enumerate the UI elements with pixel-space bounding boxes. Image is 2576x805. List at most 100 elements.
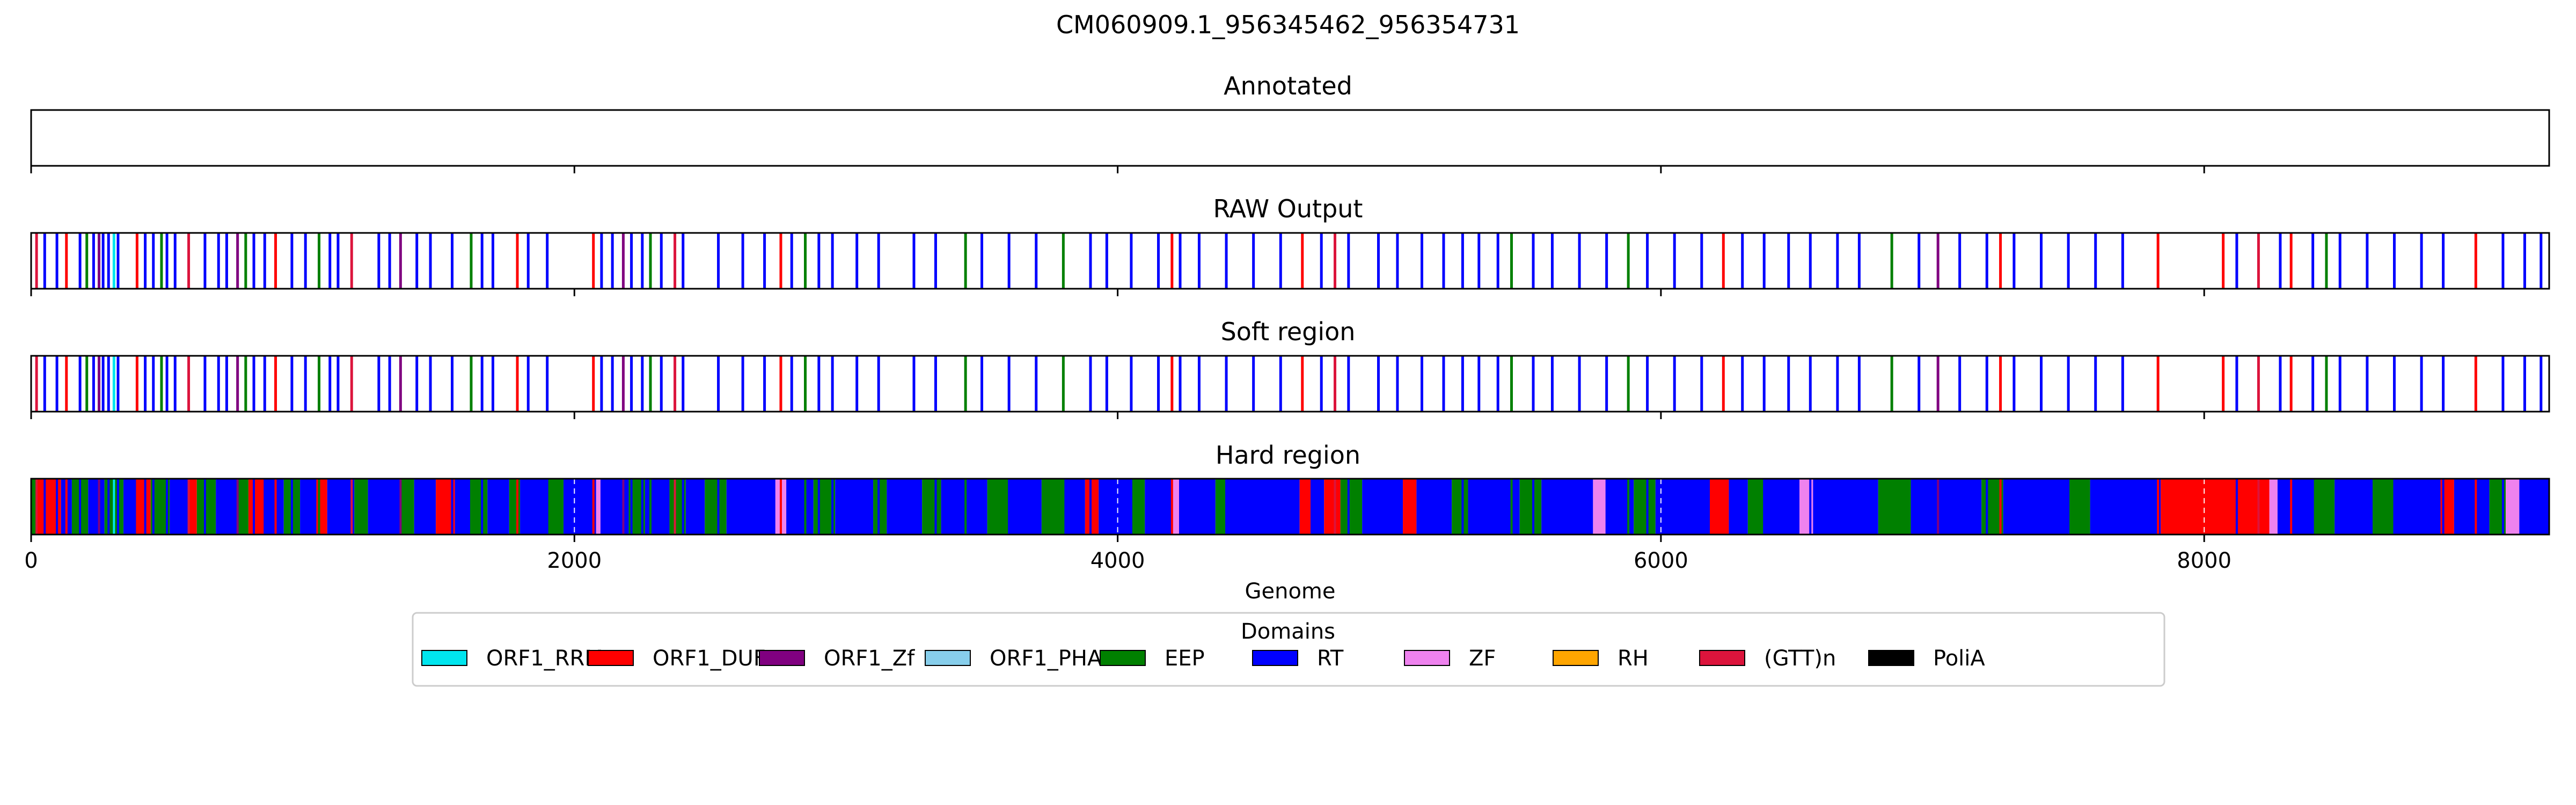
legend-label-5: RT: [1317, 646, 1344, 671]
domain-segment-77: [1747, 479, 1765, 535]
domain-segment-75: [1710, 479, 1729, 535]
domain-segment-38: [705, 479, 727, 535]
domain-segment-45: [887, 479, 923, 535]
domain-segment-64: [1362, 479, 1403, 535]
panel-title-soft-region: Soft region: [1221, 317, 1356, 346]
legend-swatch-4: [1100, 650, 1146, 666]
domain-segment-48: [987, 479, 1009, 535]
domain-segment-85: [2068, 479, 2090, 535]
x-axis-label: Genome: [1245, 579, 1335, 604]
domain-segment-47: [941, 479, 987, 535]
domain-segment-43: [835, 479, 874, 535]
domain-segment-60: [1299, 479, 1311, 535]
legend-label-3: ORF1_PHA: [990, 646, 1102, 671]
legend-swatch-7: [1553, 650, 1599, 666]
domain-segment-33: [601, 479, 629, 535]
domain-segment-59: [1226, 479, 1300, 535]
tick-label-4: 8000: [2177, 548, 2231, 573]
domain-segment-65: [1403, 479, 1417, 535]
panel-title-annotated: Annotated: [1224, 71, 1352, 100]
domain-segment-63: [1340, 479, 1363, 535]
domain-segment-88: [2269, 479, 2278, 535]
domain-segment-6: [123, 479, 137, 535]
legend-swatch-1: [588, 650, 634, 666]
domain-segment-7: [137, 479, 151, 535]
domain-segment-97: [2506, 479, 2520, 535]
domain-segment-32: [596, 479, 602, 535]
domain-segment-44: [873, 479, 887, 535]
domain-segment-51: [1063, 479, 1085, 535]
domain-segment-90: [2312, 479, 2335, 535]
legend-swatch-0: [421, 650, 467, 666]
tick-label-0: 0: [24, 548, 38, 573]
domain-segment-11: [196, 479, 216, 535]
domain-segment-21: [368, 479, 401, 535]
domain-segment-27: [487, 479, 509, 535]
domain-segment-28: [509, 479, 521, 535]
tick-label-2: 4000: [1091, 548, 1145, 573]
tick-label-1: 2000: [547, 548, 602, 573]
legend-label-9: PoliA: [1933, 646, 1985, 671]
domain-segment-19: [327, 479, 355, 535]
domain-segment-82: [1911, 479, 1982, 535]
domain-segment-67: [1452, 479, 1468, 535]
domain-segment-26: [471, 479, 488, 535]
legend-swatch-9: [1868, 650, 1914, 666]
domain-segment-18: [316, 479, 327, 535]
domain-segment-50: [1041, 479, 1064, 535]
domain-segment-87: [2161, 479, 2270, 535]
domain-segment-95: [2454, 479, 2490, 535]
domain-segment-72: [1606, 479, 1634, 535]
legend: Domains ORF1_RRM ORF1_DUF ORF1_Zf ORF1_PHA E…: [412, 612, 2165, 687]
domain-segment-30: [547, 479, 564, 535]
panel-hard-region-frame: [30, 478, 2550, 536]
domain-segment-52: [1085, 479, 1099, 535]
tick-label-3: 6000: [1634, 548, 1688, 573]
domain-segment-92: [2373, 479, 2395, 535]
legend-label-8: (GTT)n: [1764, 646, 1836, 671]
legend-swatch-8: [1699, 650, 1745, 666]
domain-segment-17: [300, 479, 317, 535]
panel-annotated-frame: [30, 109, 2550, 167]
domain-segment-89: [2277, 479, 2313, 535]
domain-segment-78: [1764, 479, 1800, 535]
domain-segment-31: [564, 479, 596, 535]
legend-swatch-6: [1404, 650, 1450, 666]
legend-swatch-2: [759, 650, 805, 666]
domain-segment-25: [455, 479, 471, 535]
domain-segment-14: [248, 479, 265, 535]
domain-segment-10: [188, 479, 197, 535]
domain-segment-9: [170, 479, 189, 535]
domain-segment-39: [726, 479, 775, 535]
chart-title: CM060909.1_956345462_956354731: [1056, 10, 1520, 39]
domain-segment-86: [2090, 479, 2161, 535]
legend-label-7: RH: [1618, 646, 1649, 671]
panel-soft-region-frame: [30, 355, 2550, 413]
legend-label-0: ORF1_RRM: [486, 646, 603, 671]
panel-hard-region-marks: [31, 479, 2549, 535]
domain-segment-15: [265, 479, 284, 535]
domain-segment-73: [1634, 479, 1656, 535]
domain-segment-69: [1519, 479, 1542, 535]
legend-label-2: ORF1_Zf: [824, 646, 915, 671]
domain-segment-53: [1099, 479, 1131, 535]
domain-segment-41: [786, 479, 814, 535]
legend-label-4: EEP: [1165, 646, 1205, 671]
domain-segment-37: [685, 479, 705, 535]
domain-segment-22: [400, 479, 414, 535]
legend-label-1: ORF1_DUF: [653, 646, 766, 671]
legend-box: [412, 612, 2165, 687]
legend-title: Domains: [1241, 619, 1335, 644]
domain-segment-56: [1172, 479, 1181, 535]
domain-segment-54: [1131, 479, 1145, 535]
domain-segment-70: [1541, 479, 1593, 535]
domain-segment-13: [237, 479, 248, 535]
domain-segment-29: [520, 479, 547, 535]
domain-segment-57: [1180, 479, 1216, 535]
panel-raw-output-marks: [35, 233, 2543, 289]
domain-segment-46: [922, 479, 941, 535]
x-axis-ticks: 0 2000 4000 6000 8000: [24, 166, 2231, 573]
panel-title-raw-output: RAW Output: [1213, 194, 1363, 223]
panel-title-hard-region: Hard region: [1216, 441, 1360, 470]
